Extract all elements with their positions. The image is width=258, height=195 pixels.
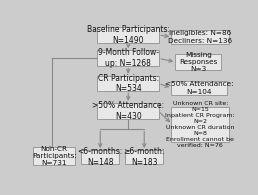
Text: Missing
Responses
N=3: Missing Responses N=3	[179, 52, 217, 72]
FancyBboxPatch shape	[97, 51, 159, 66]
FancyBboxPatch shape	[125, 150, 163, 164]
FancyBboxPatch shape	[171, 107, 229, 142]
FancyBboxPatch shape	[97, 27, 159, 43]
FancyBboxPatch shape	[171, 30, 229, 44]
Text: CR Participants:
N=534: CR Participants: N=534	[98, 74, 159, 93]
FancyBboxPatch shape	[175, 54, 221, 70]
Text: 9-Month Follow-
up: N=1268: 9-Month Follow- up: N=1268	[98, 48, 159, 68]
Text: Baseline Participants:
N=1490: Baseline Participants: N=1490	[87, 25, 170, 45]
Text: Unknown CR site:
N=15
Inpatient CR Program:
N=2
Unknown CR duration
N=8
Enrollme: Unknown CR site: N=15 Inpatient CR Progr…	[165, 101, 235, 148]
FancyBboxPatch shape	[81, 150, 119, 164]
Text: <50% Attendance:
N=104: <50% Attendance: N=104	[165, 81, 233, 95]
Text: >50% Attendance:
N=430: >50% Attendance: N=430	[92, 101, 164, 121]
Text: <6-months:
N=148: <6-months: N=148	[78, 147, 123, 167]
Text: Ineligibles: N=86
Decliners: N=136: Ineligibles: N=86 Decliners: N=136	[168, 30, 232, 43]
Text: Non-CR
Participants:
N=731: Non-CR Participants: N=731	[32, 146, 77, 166]
Text: ≥6-month:
N=183: ≥6-month: N=183	[124, 147, 165, 167]
FancyBboxPatch shape	[97, 103, 159, 119]
FancyBboxPatch shape	[33, 147, 75, 165]
FancyBboxPatch shape	[171, 81, 227, 95]
FancyBboxPatch shape	[97, 76, 159, 91]
